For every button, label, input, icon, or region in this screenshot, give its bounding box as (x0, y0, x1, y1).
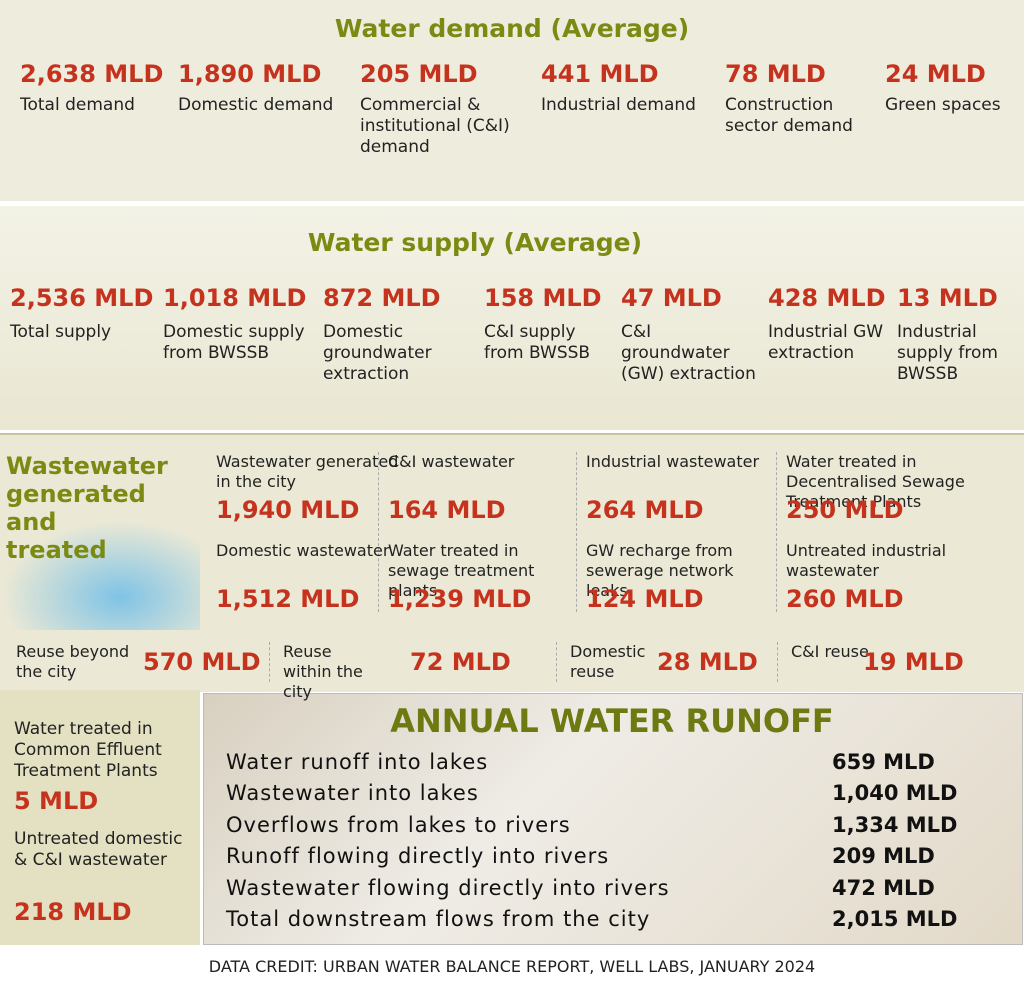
stat-label: Construction sector demand (725, 95, 853, 136)
runoff-value: 1,040 MLD (832, 781, 958, 806)
stat-label: Water treated in Decentralised Sewage Tr… (786, 452, 965, 511)
side-panel (0, 690, 200, 945)
stat-label: C&I wastewater (388, 452, 515, 471)
stat-value: 78 MLD (725, 60, 826, 88)
section-title: Water demand (Average) (334, 14, 690, 43)
stat-label: Industrial supply from BWSSB (897, 322, 998, 384)
supply-panel (0, 206, 1024, 430)
stat-label: Total demand (20, 95, 135, 115)
reuse-label: Reuse within the city (283, 642, 363, 701)
side-value: 5 MLD (14, 787, 99, 815)
reuse-value: 28 MLD (657, 648, 758, 676)
divider (378, 452, 379, 612)
reuse-value: 570 MLD (143, 648, 261, 676)
runoff-value: 1,334 MLD (832, 812, 958, 837)
stat-value: 2,638 MLD (20, 60, 164, 88)
stat-label: Industrial GW extraction (768, 322, 884, 363)
credit: DATA CREDIT: URBAN WATER BALANCE REPORT,… (208, 957, 816, 976)
stat-label: Domestic demand (178, 95, 334, 115)
stat-label: C&I supply from BWSSB (484, 322, 591, 363)
stat-value: 1,018 MLD (163, 284, 307, 312)
stat-value: 124 MLD (586, 585, 704, 613)
stat-value: 13 MLD (897, 284, 998, 312)
stat-value: 205 MLD (360, 60, 478, 88)
divider (776, 452, 777, 612)
section-title: Water supply (Average) (307, 228, 643, 257)
reuse-label: C&I reuse (791, 642, 869, 661)
stat-label: Water treated in sewage treatment plants (388, 541, 535, 600)
runoff-label: Total downstream flows from the city (226, 907, 651, 931)
stat-value: 1,512 MLD (216, 585, 360, 613)
stat-value: 260 MLD (786, 585, 904, 613)
runoff-title: ANNUAL WATER RUNOFF (390, 702, 834, 740)
runoff-panel (203, 693, 1023, 945)
runoff-label: Overflows from lakes to rivers (226, 812, 571, 837)
stat-label: GW recharge from sewerage network leaks (586, 541, 734, 600)
runoff-label: Runoff flowing directly into rivers (226, 844, 610, 869)
water-splash (0, 520, 200, 630)
demand-panel (0, 0, 1024, 201)
stat-value: 1,890 MLD (178, 60, 322, 88)
runoff-value: 209 MLD (832, 844, 935, 869)
divider (576, 452, 577, 612)
stat-value: 47 MLD (621, 284, 722, 312)
stat-label: Total supply (10, 322, 112, 342)
stat-value: 2,536 MLD (10, 284, 154, 312)
side-value: 218 MLD (14, 898, 132, 926)
runoff-label: Wastewater flowing directly into rivers (226, 875, 670, 900)
stat-label: Green spaces (885, 95, 1001, 115)
stat-label: Domestic wastewater (216, 541, 390, 560)
side-label: Untreated domestic & C&I wastewater (14, 829, 183, 870)
stat-value: 24 MLD (885, 60, 986, 88)
stat-value: 428 MLD (768, 284, 886, 312)
stat-value: 1,239 MLD (388, 585, 532, 613)
runoff-label: Water runoff into lakes (226, 750, 489, 774)
stat-label: Untreated industrial wastewater (786, 541, 947, 580)
stat-label: Domestic groundwater extraction (323, 322, 432, 384)
stat-label: Industrial demand (541, 95, 696, 115)
section-title: Wastewater generated and treated (6, 452, 168, 564)
stat-label: Commercial & institutional (C&I) demand (360, 95, 510, 157)
stat-value: 158 MLD (484, 284, 602, 312)
stat-value: 264 MLD (586, 496, 704, 524)
divider (777, 642, 778, 682)
stat-value: 1,940 MLD (216, 496, 360, 524)
stat-value: 164 MLD (388, 496, 506, 524)
stat-label: C&I groundwater (GW) extraction (621, 322, 756, 384)
reuse-label: Domestic reuse (570, 642, 646, 681)
stat-value: 250 MLD (786, 496, 904, 524)
runoff-value: 2,015 MLD (832, 907, 958, 931)
stat-label: Industrial wastewater (586, 452, 760, 471)
stat-label: Wastewater generated in the city (216, 452, 399, 491)
divider (556, 642, 557, 682)
reuse-value: 72 MLD (410, 648, 511, 676)
divider (269, 642, 270, 682)
stat-value: 872 MLD (323, 284, 441, 312)
stat-label: Domestic supply from BWSSB (163, 322, 305, 363)
side-label: Water treated in Common Effluent Treatme… (14, 719, 162, 781)
runoff-value: 659 MLD (832, 750, 935, 774)
runoff-value: 472 MLD (832, 875, 935, 900)
stat-value: 441 MLD (541, 60, 659, 88)
reuse-label: Reuse beyond the city (16, 642, 130, 681)
reuse-value: 19 MLD (863, 648, 964, 676)
runoff-label: Wastewater into lakes (226, 781, 479, 806)
